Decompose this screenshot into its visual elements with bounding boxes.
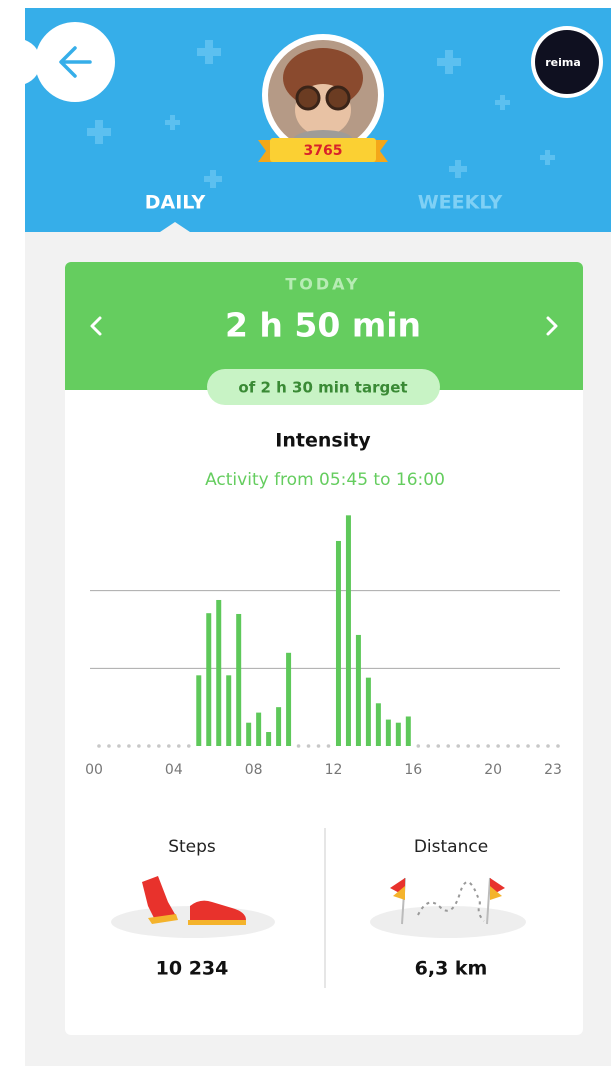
avatar[interactable] <box>262 34 384 156</box>
empty-slot <box>436 744 440 748</box>
duration: 2 h 50 min <box>225 306 421 345</box>
x-tick-label: 12 <box>325 762 343 778</box>
page: 3765 reima DAILY WEEKLY TODAY 2 h 50 min… <box>0 0 611 1066</box>
empty-slot <box>556 744 560 748</box>
brand: reima <box>545 56 581 69</box>
bar <box>216 600 221 746</box>
tab-weekly[interactable]: WEEKLY <box>418 192 503 214</box>
empty-slot <box>187 744 191 748</box>
bar <box>396 723 401 746</box>
empty-slot <box>167 744 171 748</box>
empty-slot <box>127 744 131 748</box>
brand-logo[interactable]: reima <box>531 26 603 98</box>
bar <box>336 541 341 746</box>
empty-slot <box>327 744 331 748</box>
app-screen: 3765 reima DAILY WEEKLY TODAY 2 h 50 min… <box>0 0 611 1066</box>
x-tick-label: 16 <box>404 762 422 778</box>
empty-slot <box>546 744 550 748</box>
period-label: TODAY <box>285 275 360 294</box>
x-tick-label: 20 <box>484 762 502 778</box>
bar <box>196 675 201 746</box>
x-tick-label: 23 <box>544 762 562 778</box>
empty-slot <box>466 744 470 748</box>
empty-slot <box>536 744 540 748</box>
score: 3765 <box>304 143 343 159</box>
bar <box>286 653 291 746</box>
bar <box>356 635 361 746</box>
bar <box>266 732 271 746</box>
empty-slot <box>506 744 510 748</box>
chart-subtitle: Activity from 05:45 to 16:00 <box>205 470 445 490</box>
bar <box>256 713 261 746</box>
bar <box>246 723 251 746</box>
empty-slot <box>496 744 500 748</box>
bar <box>346 515 351 746</box>
x-tick-label: 08 <box>245 762 263 778</box>
bar <box>366 678 371 746</box>
chart-title: Intensity <box>275 430 371 452</box>
target: of 2 h 30 min target <box>238 379 407 397</box>
empty-slot <box>297 744 301 748</box>
bar <box>226 675 231 746</box>
x-tick-label: 04 <box>165 762 183 778</box>
tab-daily[interactable]: DAILY <box>145 192 206 214</box>
empty-slot <box>157 744 161 748</box>
bar <box>236 614 241 746</box>
empty-slot <box>416 744 420 748</box>
empty-slot <box>476 744 480 748</box>
empty-slot <box>446 744 450 748</box>
empty-slot <box>147 744 151 748</box>
empty-slot <box>426 744 430 748</box>
empty-slot <box>107 744 111 748</box>
bar <box>206 613 211 746</box>
empty-slot <box>516 744 520 748</box>
empty-slot <box>307 744 311 748</box>
empty-slot <box>486 744 490 748</box>
stat-label: Steps <box>168 837 216 857</box>
empty-slot <box>97 744 101 748</box>
empty-slot <box>117 744 121 748</box>
empty-slot <box>317 744 321 748</box>
bar <box>276 707 281 746</box>
empty-slot <box>526 744 530 748</box>
stat-value: 6,3 km <box>415 958 488 980</box>
bar <box>386 720 391 746</box>
x-tick-label: 00 <box>85 762 103 778</box>
stat-value: 10 234 <box>156 958 229 980</box>
empty-slot <box>456 744 460 748</box>
stat-label: Distance <box>414 837 488 857</box>
bar <box>376 703 381 746</box>
empty-slot <box>137 744 141 748</box>
score-ribbon: 3765 <box>258 138 388 162</box>
bar <box>406 716 411 746</box>
empty-slot <box>177 744 181 748</box>
